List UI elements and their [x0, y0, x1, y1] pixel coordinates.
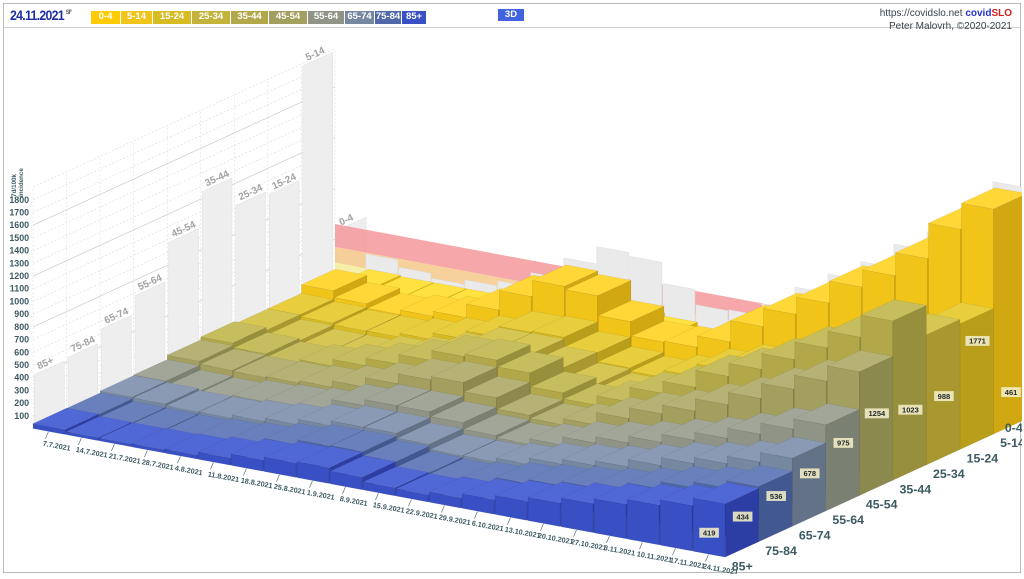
svg-text:6.10.2021: 6.10.2021	[471, 519, 504, 534]
svg-text:300: 300	[14, 385, 29, 395]
svg-text:1000: 1000	[9, 296, 29, 306]
svg-text:35-44: 35-44	[899, 482, 931, 496]
svg-text:500: 500	[14, 360, 29, 370]
svg-text:1100: 1100	[10, 284, 29, 294]
svg-text:1023: 1023	[902, 405, 919, 414]
svg-text:15.9.2021: 15.9.2021	[372, 500, 405, 515]
svg-text:45-54: 45-54	[866, 498, 898, 512]
svg-text:21.7.2021: 21.7.2021	[108, 451, 141, 466]
svg-text:461: 461	[1005, 388, 1018, 397]
svg-text:1254: 1254	[868, 409, 886, 418]
svg-text:65-74: 65-74	[799, 529, 831, 543]
svg-text:1700: 1700	[9, 207, 29, 217]
svg-text:100: 100	[14, 411, 29, 421]
svg-text:1.9.2021: 1.9.2021	[306, 488, 335, 502]
svg-text:25-34: 25-34	[933, 467, 965, 481]
svg-text:678: 678	[803, 469, 816, 478]
svg-text:1300: 1300	[9, 258, 29, 268]
svg-text:10.11.2021: 10.11.2021	[636, 549, 673, 564]
svg-text:14.7.2021: 14.7.2021	[75, 445, 108, 460]
svg-text:1500: 1500	[9, 233, 29, 243]
svg-text:29.9.2021: 29.9.2021	[438, 512, 471, 527]
svg-text:55-64: 55-64	[832, 513, 864, 527]
svg-text:600: 600	[14, 347, 29, 357]
svg-text:0-4: 0-4	[1005, 421, 1022, 435]
svg-text:28.7.2021: 28.7.2021	[141, 457, 174, 472]
svg-text:975: 975	[837, 439, 850, 448]
svg-text:15-24: 15-24	[967, 452, 999, 466]
svg-text:400: 400	[14, 373, 29, 383]
svg-text:1200: 1200	[9, 271, 29, 281]
svg-text:incidence: incidence	[18, 168, 25, 197]
svg-text:988: 988	[938, 392, 951, 401]
svg-text:1600: 1600	[9, 220, 29, 230]
svg-text:25.8.2021: 25.8.2021	[273, 482, 306, 497]
svg-text:7.7.2021: 7.7.2021	[42, 439, 71, 453]
svg-text:17.11.2021: 17.11.2021	[669, 555, 706, 570]
svg-text:700: 700	[14, 335, 29, 345]
svg-text:18.8.2021: 18.8.2021	[240, 476, 273, 491]
svg-text:419: 419	[703, 528, 716, 537]
svg-text:800: 800	[14, 322, 29, 332]
svg-text:200: 200	[14, 398, 29, 408]
svg-text:3.11.2021: 3.11.2021	[603, 543, 636, 558]
svg-text:1400: 1400	[9, 246, 29, 256]
svg-text:75-84: 75-84	[765, 544, 797, 558]
svg-text:8.9.2021: 8.9.2021	[339, 494, 368, 508]
svg-text:536: 536	[770, 492, 783, 501]
svg-text:22.9.2021: 22.9.2021	[405, 506, 438, 521]
svg-text:27.10.2021: 27.10.2021	[570, 537, 607, 552]
svg-text:11.8.2021: 11.8.2021	[207, 469, 240, 484]
svg-text:20.10.2021: 20.10.2021	[537, 531, 574, 546]
svg-text:4.8.2021: 4.8.2021	[174, 463, 203, 477]
svg-text:5-14: 5-14	[1000, 436, 1022, 450]
svg-text:1771: 1771	[969, 337, 986, 346]
svg-text:434: 434	[736, 512, 749, 521]
svg-text:900: 900	[14, 309, 29, 319]
svg-text:13.10.2021: 13.10.2021	[504, 525, 541, 540]
